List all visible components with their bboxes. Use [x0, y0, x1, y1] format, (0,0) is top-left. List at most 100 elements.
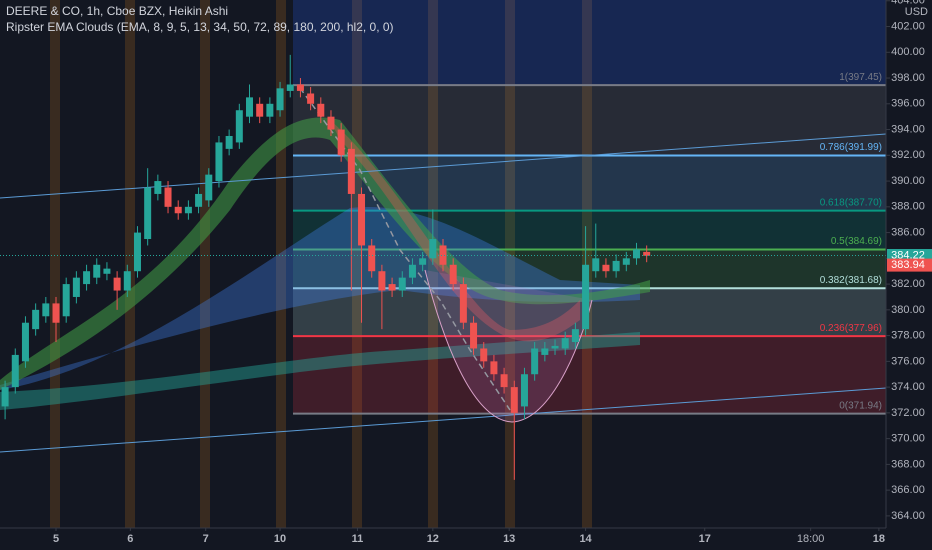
price-axis [886, 0, 932, 550]
y-tick-label: 386.00 [891, 226, 925, 238]
x-tick-label: 17 [699, 533, 711, 545]
y-tick-label: 390.00 [891, 175, 925, 187]
x-tick-label: 5 [53, 533, 59, 545]
candle-body [388, 284, 396, 291]
candle-body [21, 322, 29, 362]
candle-body [164, 187, 172, 207]
candle-body [408, 264, 416, 278]
candle-body [337, 129, 345, 156]
y-tick-label: 398.00 [891, 72, 925, 84]
y-tick-label: 396.00 [891, 98, 925, 110]
y-tick-label: 400.00 [891, 46, 925, 58]
fib-label: 0.382(381.68) [820, 275, 882, 286]
candle-body [52, 303, 60, 323]
candle-body [317, 103, 325, 117]
y-tick-label: 374.00 [891, 381, 925, 393]
candle-body [612, 260, 620, 272]
candle-body [133, 232, 141, 272]
candle-body [470, 322, 478, 349]
indicator-legend: Ripster EMA Clouds (EMA, 8, 9, 5, 13, 34… [6, 20, 394, 34]
candle-body [378, 271, 386, 291]
fib-label: 0.786(391.99) [820, 142, 882, 153]
candle-body [205, 174, 213, 201]
time-axis [0, 528, 932, 550]
x-tick-label: 18 [873, 533, 885, 545]
candle-body [32, 309, 40, 330]
fib-zone [293, 85, 886, 156]
candle-body [327, 116, 335, 130]
y-tick-label: 388.00 [891, 201, 925, 213]
fib-label: 1(397.45) [839, 72, 882, 83]
candle-body [520, 374, 528, 407]
price-label: 384.22 [891, 249, 925, 261]
candle-body [429, 239, 437, 259]
candle-body [266, 103, 274, 117]
currency-label: USD [905, 6, 928, 18]
candle-body [174, 206, 182, 214]
price-label-box [887, 258, 932, 272]
candle-body [195, 193, 203, 207]
candle-body [184, 206, 192, 214]
candle-body [11, 354, 19, 388]
candle-body [439, 245, 447, 265]
candle-body [632, 249, 640, 259]
candle-body [531, 348, 539, 375]
candle-body [307, 93, 315, 104]
y-tick-label: 392.00 [891, 149, 925, 161]
candle-body [571, 329, 579, 343]
candle-body [510, 387, 518, 413]
candle-body [1, 387, 9, 407]
candle-body [368, 245, 376, 272]
candle-body [235, 110, 243, 143]
axes: 364.00 366.00 368.00 370.00 372.00 374.00 376.… [53, 0, 932, 545]
candle-body [296, 84, 304, 91]
candle-body [541, 348, 549, 355]
candle-body [276, 88, 284, 111]
y-tick-label: 404.00 [891, 0, 925, 7]
x-tick-label: 14 [579, 533, 592, 545]
candle-body [449, 264, 457, 285]
candle-body [358, 193, 366, 246]
candle-body [62, 284, 70, 317]
x-tick-label: 6 [127, 533, 133, 545]
y-tick-label: 378.00 [891, 330, 925, 342]
x-tick-label: 7 [203, 533, 209, 545]
ema-clouds [0, 117, 650, 410]
y-tick-label: 372.00 [891, 407, 925, 419]
y-tick-label: 376.00 [891, 355, 925, 367]
candle-body [42, 303, 50, 317]
candle-body [561, 338, 569, 349]
candle-body [256, 103, 264, 117]
candle-body [500, 374, 508, 388]
price-label: 383.94 [891, 259, 925, 271]
x-tick-label: 10 [274, 533, 286, 545]
y-tick-label: 382.00 [891, 278, 925, 290]
candle-body [144, 187, 152, 240]
candle-body [459, 284, 467, 323]
y-tick-label: 380.00 [891, 304, 925, 316]
plot [0, 54, 886, 480]
candle-body [551, 345, 559, 349]
candle-body [123, 271, 131, 291]
candle-body [225, 135, 233, 149]
candle-body [622, 258, 630, 265]
candle-body [347, 148, 355, 194]
candle-body [602, 264, 610, 272]
y-tick-label: 364.00 [891, 510, 925, 522]
y-tick-label: 402.00 [891, 20, 925, 32]
candle-body [246, 97, 254, 117]
candle-body [286, 84, 294, 91]
fib-label: 0.5(384.69) [831, 236, 882, 247]
candle-body [480, 348, 488, 362]
y-tick-label: 366.00 [891, 484, 925, 496]
candle-body [113, 277, 121, 291]
candle-body [643, 251, 651, 256]
candle-body [582, 264, 590, 330]
x-tick-label: 11 [352, 533, 364, 545]
y-tick-label: 368.00 [891, 458, 925, 470]
x-tick-label: 13 [503, 533, 515, 545]
fib-zone [293, 336, 886, 414]
fib-label: 0.236(377.96) [820, 323, 882, 334]
candle-body [103, 268, 111, 274]
candle-body [592, 258, 600, 272]
